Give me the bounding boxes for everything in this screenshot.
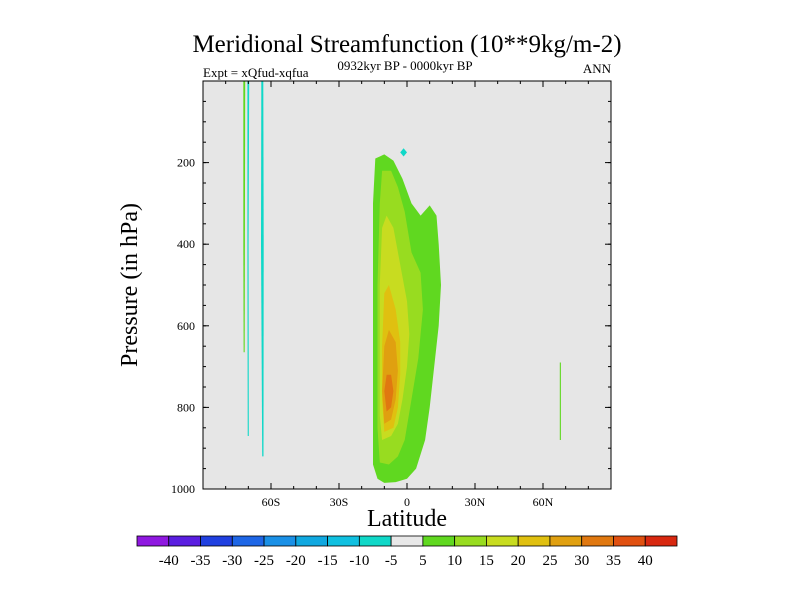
colorbar-swatch (168, 535, 201, 547)
colorbar-label: 40 (638, 553, 653, 569)
contour-region-upper-negative-blob (400, 148, 407, 157)
colorbar-label: 10 (447, 553, 462, 569)
x-tick-label: 60S (262, 495, 281, 509)
colorbar-swatch (263, 535, 297, 547)
contour-fill-group (243, 81, 561, 483)
x-tick-label: 30S (330, 495, 349, 509)
x-axis-title: Latitude (367, 506, 447, 532)
experiment-label: Expt = xQfud-xqfua (203, 65, 309, 80)
colorbar-label: 30 (574, 553, 589, 569)
colorbar-label: 35 (606, 553, 621, 569)
colorbar-label: -40 (159, 553, 179, 569)
y-tick-label: 1000 (171, 482, 195, 496)
colorbar-label: -10 (349, 553, 369, 569)
contour-region-southern-ocean-streak-negative (261, 81, 264, 457)
contour-region-antarctic-streak-negative (247, 81, 250, 436)
colorbar-swatch (517, 535, 551, 547)
colorbar-swatch (422, 535, 456, 547)
colorbar: -40 -35 -30 -25 -20 -15 -10 -5 5 10 15 20 25 30 35 40 (136, 535, 678, 569)
period-label: 0932kyr BP - 0000kyr BP (337, 58, 472, 73)
contour-region-positive-cell-30 (384, 374, 394, 412)
colorbar-swatch (486, 535, 519, 547)
x-tick-label: 60N (533, 495, 554, 509)
colorbar-label: -15 (318, 553, 338, 569)
colorbar-label: -30 (222, 553, 242, 569)
contour-region-antarctic-streak-positive (243, 81, 246, 353)
x-tick-label: 30N (465, 495, 486, 509)
y-tick-label: 800 (177, 400, 195, 414)
y-axis-title: Pressure (in hPa) (117, 203, 143, 367)
colorbar-swatch (644, 535, 678, 547)
colorbar-label: -20 (286, 553, 306, 569)
colorbar-swatch (231, 535, 265, 547)
y-tick-label: 200 (177, 156, 195, 170)
colorbar-swatch (581, 535, 614, 547)
contour-region-northern-streak-positive (559, 362, 561, 440)
colorbar-label: 20 (511, 553, 526, 569)
colorbar-swatch (327, 535, 360, 547)
colorbar-label: -5 (385, 553, 398, 569)
season-label: ANN (583, 61, 612, 76)
x-tick-label: 0 (404, 495, 410, 509)
colorbar-swatch (454, 535, 487, 547)
colorbar-swatch (613, 535, 646, 547)
colorbar-label: -35 (191, 553, 211, 569)
chart-title: Meridional Streamfunction (10**9kg/m-2) (192, 31, 621, 58)
colorbar-label: 15 (479, 553, 494, 569)
colorbar-label: -25 (254, 553, 274, 569)
colorbar-swatch (549, 535, 583, 547)
colorbar-swatch (358, 535, 392, 547)
y-tick-label: 400 (177, 237, 195, 251)
colorbar-swatch (390, 535, 424, 547)
colorbar-swatch (295, 535, 328, 547)
colorbar-swatch (136, 535, 170, 547)
axis-ticks-group: 60S 30S 0 30N 60N 200 400 600 800 1000 (171, 80, 612, 509)
colorbar-label: 5 (419, 553, 427, 569)
colorbar-label: 25 (542, 553, 557, 569)
colorbar-swatch (200, 535, 233, 547)
y-tick-label: 600 (177, 319, 195, 333)
